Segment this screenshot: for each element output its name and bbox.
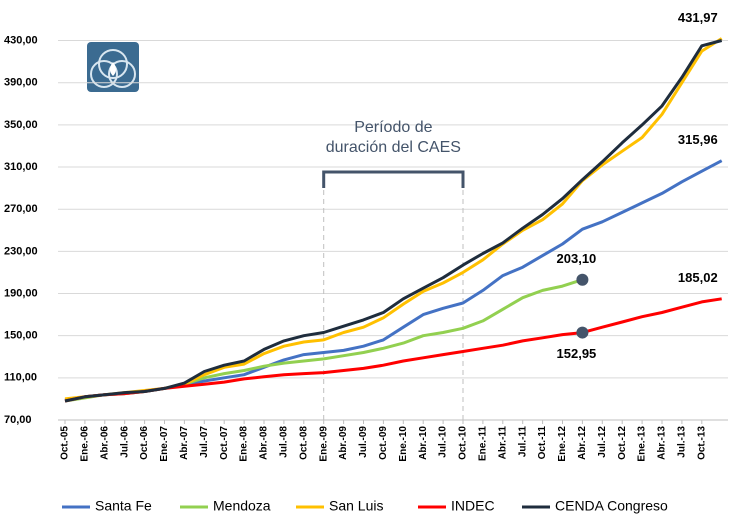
x-tick-label: Abr.-06 <box>99 426 110 460</box>
x-tick-label: Oct.-05 <box>60 426 71 460</box>
x-tick-label: Abr.-10 <box>418 426 429 460</box>
x-tick-label: Oct.-09 <box>378 426 389 460</box>
x-tick-label: Ene.-11 <box>478 426 489 461</box>
data-label: 315,96 <box>678 132 718 147</box>
x-tick-label: Ene.-12 <box>557 426 568 462</box>
x-tick-label: Jul.-06 <box>119 426 130 458</box>
x-tick-label: Ene.-07 <box>159 426 170 462</box>
period-bracket <box>322 170 465 188</box>
legend-label: Santa Fe <box>95 498 152 514</box>
logo <box>87 42 139 92</box>
y-tick-label: 150,00 <box>4 330 38 342</box>
x-tick-label: Oct.-11 <box>537 426 548 460</box>
y-tick-label: 310,00 <box>4 161 38 173</box>
y-tick-label: 70,00 <box>4 414 32 426</box>
point-marker <box>576 326 589 339</box>
legend-label: San Luis <box>329 498 383 514</box>
annotation: Período de <box>354 119 432 136</box>
x-tick-label: Ene.-13 <box>637 426 648 462</box>
x-tick-label: Oct.-08 <box>298 426 309 460</box>
y-tick-label: 430,00 <box>4 34 38 46</box>
legend-label: CENDA Congreso <box>555 498 668 514</box>
x-tick-label: Jul.-11 <box>517 426 528 458</box>
x-tick-label: Jul.-07 <box>199 426 210 458</box>
data-label: 185,02 <box>678 270 718 285</box>
x-tick-label: Oct.-13 <box>696 426 707 460</box>
x-tick-label: Oct.-12 <box>617 426 628 460</box>
y-tick-label: 350,00 <box>4 119 38 131</box>
x-tick-label: Jul.-12 <box>597 426 608 458</box>
x-tick-label: Abr.-11 <box>497 426 508 460</box>
data-label: 203,10 <box>557 251 597 266</box>
data-label: 431,97 <box>678 10 718 25</box>
x-tick-label: Abr.-07 <box>179 426 190 460</box>
x-tick-label: Oct.-07 <box>219 426 230 460</box>
annotation: duración del CAES <box>326 139 461 156</box>
x-tick-label: Oct.-06 <box>139 426 150 460</box>
series-line <box>64 39 723 403</box>
x-tick-label: Abr.-08 <box>259 426 270 460</box>
y-tick-label: 270,00 <box>4 203 38 215</box>
y-tick-label: 390,00 <box>4 77 38 89</box>
x-tick-label: Abr.-12 <box>577 426 588 460</box>
x-tick-label: Jul.-10 <box>438 426 449 458</box>
data-label: 152,95 <box>557 346 597 361</box>
x-tick-label: Jul.-13 <box>677 426 688 458</box>
x-tick-label: Jul.-08 <box>279 426 290 458</box>
x-tick-label: Abr.-13 <box>657 426 668 460</box>
series-line <box>64 297 722 403</box>
x-tick-label: Oct.-10 <box>458 426 469 460</box>
x-tick-label: Ene.-10 <box>398 426 409 462</box>
x-tick-label: Ene.-06 <box>80 426 91 462</box>
y-tick-label: 230,00 <box>4 245 38 257</box>
legend-label: INDEC <box>451 498 495 514</box>
x-tick-label: Ene.-09 <box>318 426 329 462</box>
x-tick-label: Jul.-09 <box>358 426 369 458</box>
x-tick-label: Abr.-09 <box>338 426 349 460</box>
legend-label: Mendoza <box>213 498 271 514</box>
y-tick-label: 110,00 <box>4 372 37 384</box>
y-tick-label: 190,00 <box>4 287 38 299</box>
x-tick-label: Ene.-08 <box>239 426 250 462</box>
point-marker <box>576 273 589 286</box>
